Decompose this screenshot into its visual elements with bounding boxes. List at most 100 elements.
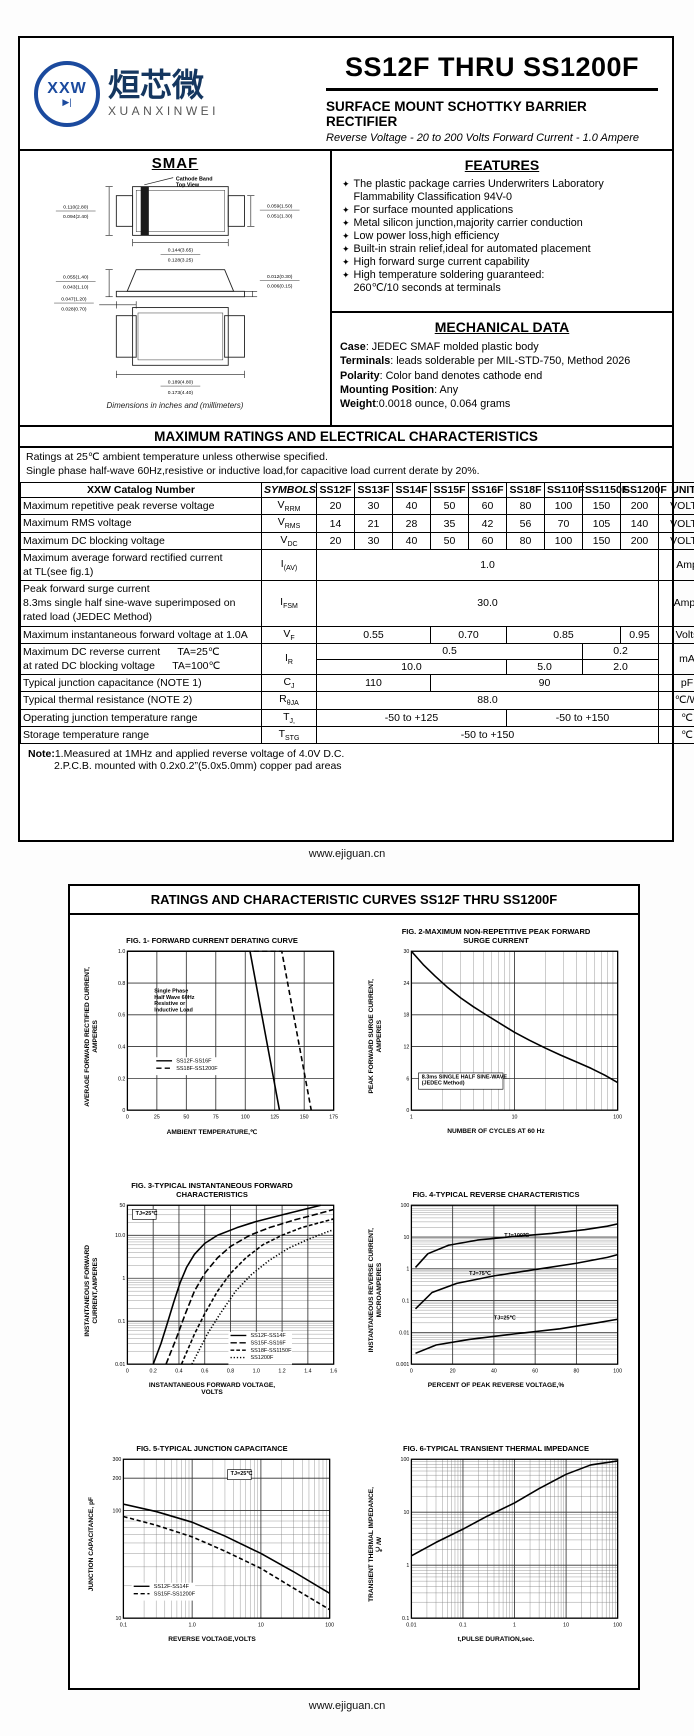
row-symbol: TJ, (261, 708, 317, 727)
package-name: SMAF (151, 155, 199, 172)
col-header-units: UNITS (658, 482, 694, 499)
fig2-y-axis-label: PEAK FORWARD SURGE CURRENT, AMPERES (368, 979, 383, 1094)
value-cell: 2.0 (582, 658, 659, 676)
unit-cell: mA (658, 642, 694, 676)
fig3-y-tick: 10.0 (115, 1233, 125, 1239)
value-cell: -50 to +125 (316, 708, 507, 727)
datasheet-page-2: RATINGS AND CHARACTERISTIC CURVES SS12F … (68, 884, 640, 1690)
fig1-annotation: Single Phase (154, 989, 188, 995)
fig2-x-tick: 100 (613, 1115, 622, 1121)
figure-2: FIG. 2-MAXIMUM NON-REPETITIVE PEAK FORWA… (356, 925, 636, 1179)
mechanical-heading: MECHANICAL DATA (434, 319, 570, 335)
fig6-y-axis-label: TRANSIENT THERMAL IMPEDANCE, ℃/W (368, 1487, 383, 1602)
fig1-x-tick: 25 (154, 1115, 160, 1121)
fig1-title: FIG. 1- FORWARD CURRENT DERATING CURVE (126, 936, 298, 945)
fig2-series-surge (410, 950, 618, 1084)
dimensions-caption: Dimensions in inches and (millimeters) (106, 401, 244, 410)
fig5-series-SS12F-SS14F (123, 1503, 331, 1595)
fig4-y-tick: 10 (403, 1235, 409, 1241)
fig4-y-tick: 0.1 (402, 1298, 409, 1304)
fig3-y-tick: 0.1 (118, 1319, 125, 1325)
fig4-x-tick: 40 (491, 1369, 497, 1375)
fig4-x-tick: 0 (410, 1369, 413, 1375)
row-label: Typical thermal resistance (NOTE 2) (20, 691, 262, 710)
row-symbol: TSTG (261, 725, 317, 744)
value-cell: 88.0 (316, 691, 659, 710)
fig6-title: FIG. 6-TYPICAL TRANSIENT THERMAL IMPEDAN… (403, 1444, 589, 1453)
col-header-catalog: XXW Catalog Number (20, 482, 262, 499)
fig4-title: FIG. 4-TYPICAL REVERSE CHARACTERISTICS (412, 1190, 580, 1199)
fig4-series-TJ=100℃ (414, 1223, 618, 1268)
fig5-y-tick: 300 (112, 1457, 121, 1463)
fig3-x-tick: 0.2 (149, 1369, 156, 1375)
mech-terminals: Terminals: leads solderable per MIL-STD-… (340, 355, 631, 368)
value-cell: 80 (506, 531, 545, 550)
fig3-x-tick: 0.8 (227, 1369, 234, 1375)
value-cell: 50 (430, 531, 469, 550)
note-line-2: 2.P.C.B. mounted with 0.2x0.2”(5.0x5.0mm… (54, 759, 342, 772)
fig1-x-tick: 100 (241, 1115, 250, 1121)
fig2-annotation: (JEDEC Method) (422, 1081, 465, 1087)
row-label: Maximum repetitive peak reverse voltage (20, 497, 262, 516)
value-cell: 0.55 (316, 625, 431, 644)
unit-cell: Amps (658, 580, 694, 627)
notes-block: Note:1.Measured at 1MHz and applied reve… (20, 744, 672, 840)
fig1-x-tick: 175 (329, 1115, 338, 1121)
row-label: Maximum DC reverse current TA=25℃ at rat… (20, 642, 262, 676)
value-cell: 0.85 (506, 625, 621, 644)
fig3-plot: TJ=25℃ SS12F-SS14F SS15F-SS16FSS18F-SS1150… (115, 1203, 337, 1375)
value-cell: 150 (582, 531, 621, 550)
fig2-plot: 8.3ms SINGLE HALF SINE-WAVE(JEDEC Method… (403, 949, 622, 1121)
bullet-icon: ✦ (342, 230, 350, 241)
figures-grid: FIG. 1- FORWARD CURRENT DERATING CURVE AV… (70, 915, 638, 1687)
mech-weight: Weight:0.0018 ounce, 0.064 grams (340, 398, 511, 410)
dim-label: 0.110(2.80) (63, 204, 88, 210)
row-symbol: CJ (261, 674, 317, 693)
fig2-x-axis-label: NUMBER OF CYCLES AT 60 Hz (447, 1128, 545, 1135)
fig3-legend-label: SS1200F (250, 1355, 273, 1361)
logo-xxw-text: XXW (47, 80, 87, 97)
fig1-legend-label: SS18F-SS1200F (176, 1066, 218, 1072)
dim-label: 0.055(1.40) (63, 275, 89, 281)
company-name-english: XUANXINWEI (108, 104, 220, 119)
value-cell: 5.0 (506, 658, 583, 676)
fig1-y-tick: 0.6 (118, 1013, 125, 1019)
value-cell: 21 (354, 514, 393, 533)
feature-item: ✦ Low power loss,high efficiency (342, 229, 500, 242)
fig5-y-tick: 10 (115, 1616, 121, 1622)
feature-item: ✦ Built-in strain relief,ideal for automa… (342, 242, 591, 255)
unit-cell: VOLTS (658, 514, 694, 533)
fig5-series-SS15F-SS1200F (123, 1515, 331, 1611)
fig1-y-axis-label: AVERAGE FORWARD RECTIFIED CURRENT, AMPER… (84, 966, 99, 1107)
row-symbol: VRMS (261, 514, 317, 533)
unit-cell: VOLTS (658, 531, 694, 550)
fig3-series-SS15F-SS16F (165, 1208, 334, 1365)
fig4-y-tick: 0.01 (399, 1330, 409, 1336)
dim-label: 0.028(0.70) (61, 306, 87, 312)
fig5-x-tick: 10 (258, 1623, 264, 1629)
feature-item: ✦ Metal silicon junction,majority carrier… (342, 216, 583, 229)
value-cell: 200 (620, 531, 659, 550)
ratings-banner: MAXIMUM RATINGS AND ELECTRICAL CHARACTER… (20, 425, 672, 448)
unit-cell: Volts (658, 625, 694, 644)
value-cell: 20 (316, 497, 355, 516)
bullet-icon: ✦ (342, 179, 350, 189)
fig2-title: FIG. 2-MAXIMUM NON-REPETITIVE PEAK FORWA… (401, 927, 591, 945)
value-cell: 200 (620, 497, 659, 516)
fig2-y-tick: 24 (403, 981, 409, 987)
col-header-part: SS13F (354, 482, 393, 499)
fig6-x-axis-label: t,PULSE DURATION,sec. (457, 1636, 535, 1643)
value-cell: -50 to +150 (506, 708, 659, 727)
bullet-icon: ✦ (342, 256, 350, 267)
value-cell: 80 (506, 497, 545, 516)
value-cell: 40 (392, 497, 431, 516)
dim-label: 0.094(2.40) (63, 214, 89, 220)
footer-url: www.ejiguan.cn (308, 1700, 386, 1712)
col-header-symbols: SYMBOLS (261, 482, 317, 499)
fig6-x-tick: 0.1 (459, 1623, 466, 1629)
fig5-annotation: TJ=25℃ (231, 1470, 253, 1477)
dim-label: 0.043(1.10) (63, 285, 89, 291)
value-cell: 40 (392, 531, 431, 550)
